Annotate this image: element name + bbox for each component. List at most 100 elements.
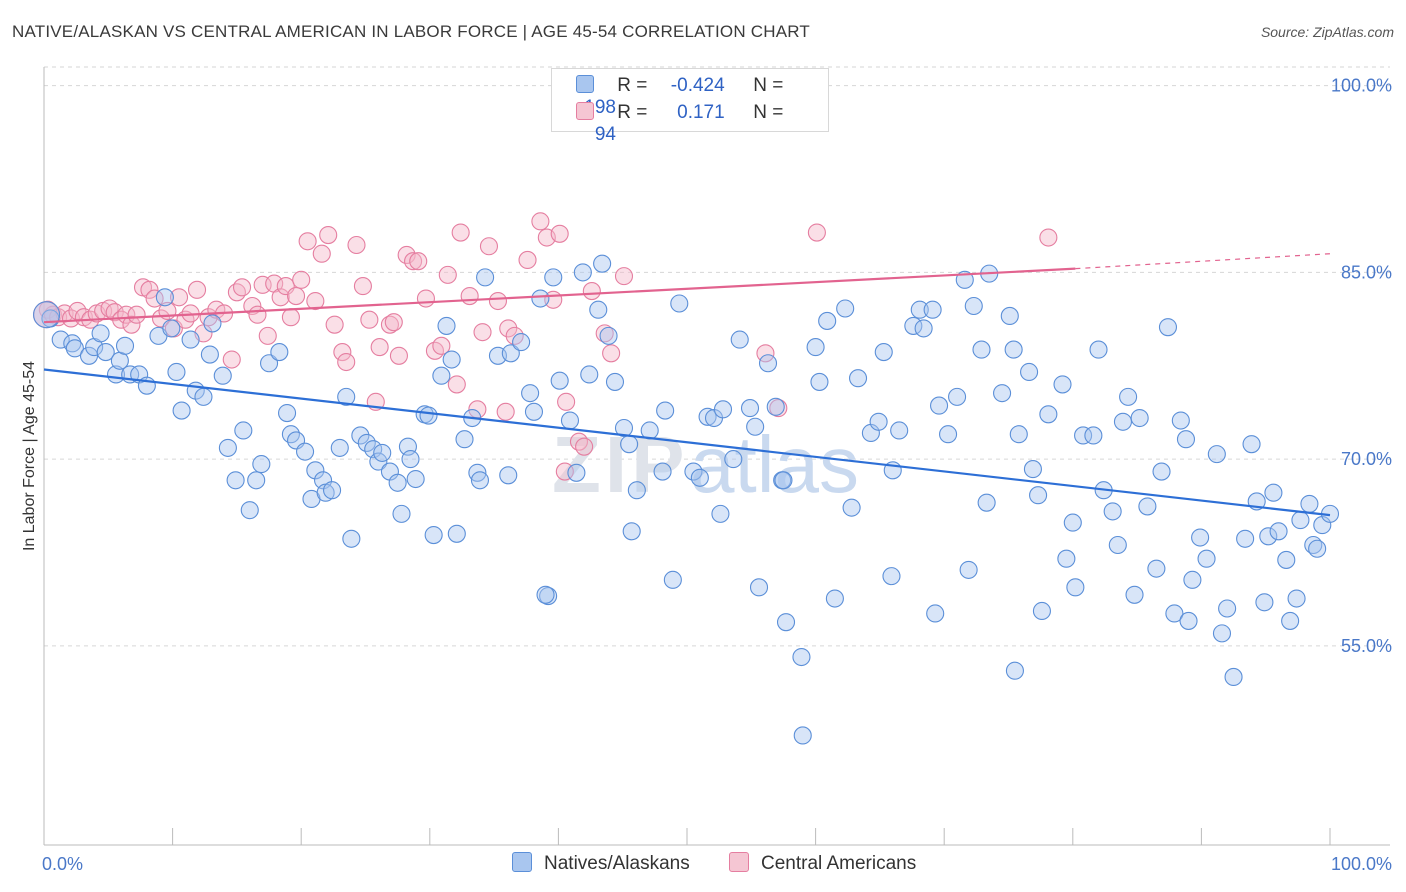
data-point bbox=[836, 299, 855, 318]
data-point bbox=[890, 421, 909, 440]
y-tick-label: 85.0% bbox=[1341, 262, 1392, 282]
data-point bbox=[766, 397, 785, 416]
data-point bbox=[218, 438, 237, 457]
data-point bbox=[227, 283, 246, 302]
data-point bbox=[91, 324, 110, 343]
data-point bbox=[614, 418, 634, 438]
data-point bbox=[1023, 460, 1042, 479]
data-point bbox=[187, 280, 207, 299]
grid bbox=[44, 66, 1390, 647]
data-point bbox=[437, 316, 456, 335]
data-point bbox=[557, 392, 576, 411]
data-point bbox=[531, 212, 550, 231]
data-point bbox=[194, 387, 213, 406]
data-point bbox=[1063, 513, 1082, 532]
data-point bbox=[392, 504, 411, 523]
data-point bbox=[1197, 549, 1216, 568]
data-point bbox=[460, 286, 479, 306]
data-point bbox=[1039, 405, 1058, 424]
data-point bbox=[512, 333, 531, 352]
data-point bbox=[169, 288, 189, 307]
data-point bbox=[432, 336, 451, 355]
data-point bbox=[1207, 445, 1226, 464]
correlation-legend: R = -0.424 N = 198 R = 0.171 N = 94 bbox=[551, 68, 829, 145]
data-point bbox=[1020, 362, 1039, 382]
data-point bbox=[499, 319, 518, 338]
pink-swatch bbox=[729, 852, 750, 872]
data-point bbox=[181, 330, 200, 349]
data-point bbox=[401, 450, 420, 469]
x-tick-label: 100.0% bbox=[1331, 854, 1392, 874]
data-point bbox=[776, 613, 796, 632]
data-point bbox=[278, 404, 297, 423]
data-point bbox=[1004, 340, 1023, 359]
data-point bbox=[203, 314, 222, 333]
central-americans-points bbox=[33, 70, 1058, 481]
data-point bbox=[155, 288, 174, 307]
data-point bbox=[730, 330, 749, 349]
y-tick-label: 70.0% bbox=[1341, 449, 1392, 469]
data-point bbox=[825, 589, 844, 608]
data-point bbox=[536, 585, 555, 604]
legend-item-central: Central Americans bbox=[729, 852, 916, 875]
data-point bbox=[253, 275, 272, 294]
y-tick-labels: 55.0% 70.0% 85.0% 100.0% bbox=[1331, 76, 1392, 656]
data-point bbox=[1113, 412, 1133, 431]
data-point bbox=[296, 442, 315, 461]
data-point bbox=[774, 471, 793, 490]
axes bbox=[43, 67, 1390, 846]
x-tick-label: 0.0% bbox=[42, 854, 83, 874]
data-point bbox=[670, 294, 689, 313]
r-label: R = bbox=[617, 75, 648, 96]
data-point bbox=[1179, 611, 1198, 630]
data-point bbox=[713, 400, 733, 419]
data-point bbox=[330, 438, 349, 457]
data-point bbox=[306, 291, 325, 311]
series-legend: Natives/Alaskans Central Americans bbox=[512, 852, 950, 875]
data-point bbox=[698, 407, 717, 426]
data-point bbox=[1218, 599, 1237, 618]
data-point bbox=[470, 471, 490, 490]
data-point bbox=[518, 250, 537, 269]
data-point bbox=[869, 412, 888, 431]
data-point bbox=[1236, 529, 1255, 548]
data-point bbox=[1130, 408, 1149, 428]
data-point bbox=[347, 235, 366, 255]
legend-label: Natives/Alaskans bbox=[544, 853, 690, 874]
data-point bbox=[567, 463, 586, 482]
data-point bbox=[882, 567, 901, 586]
data-point bbox=[1147, 559, 1166, 578]
watermark: ZIP atlas bbox=[552, 420, 859, 509]
data-point bbox=[351, 426, 370, 445]
data-point bbox=[560, 411, 580, 430]
data-point bbox=[369, 452, 388, 471]
data-point bbox=[473, 323, 492, 342]
data-point bbox=[222, 350, 241, 369]
central-trend-extension bbox=[1075, 253, 1331, 270]
data-point bbox=[589, 300, 608, 319]
data-point bbox=[793, 726, 812, 745]
data-point bbox=[550, 371, 569, 390]
data-point bbox=[1158, 318, 1178, 337]
data-point bbox=[167, 362, 186, 382]
data-point bbox=[248, 305, 267, 324]
data-point bbox=[319, 225, 338, 245]
data-point bbox=[614, 267, 634, 286]
data-point bbox=[1191, 528, 1210, 547]
data-point bbox=[479, 237, 499, 256]
data-point bbox=[620, 435, 639, 454]
data-point bbox=[1066, 578, 1085, 597]
data-point bbox=[360, 310, 379, 329]
data-point bbox=[653, 462, 672, 481]
data-point bbox=[1074, 426, 1093, 445]
data-point bbox=[531, 289, 550, 308]
data-point bbox=[63, 334, 82, 353]
data-point bbox=[61, 309, 81, 328]
data-point bbox=[337, 387, 356, 406]
data-point bbox=[1032, 601, 1051, 621]
data-point bbox=[605, 372, 625, 391]
data-point bbox=[807, 223, 826, 242]
data-point bbox=[325, 315, 344, 334]
data-point bbox=[172, 401, 191, 420]
data-point bbox=[105, 303, 124, 322]
